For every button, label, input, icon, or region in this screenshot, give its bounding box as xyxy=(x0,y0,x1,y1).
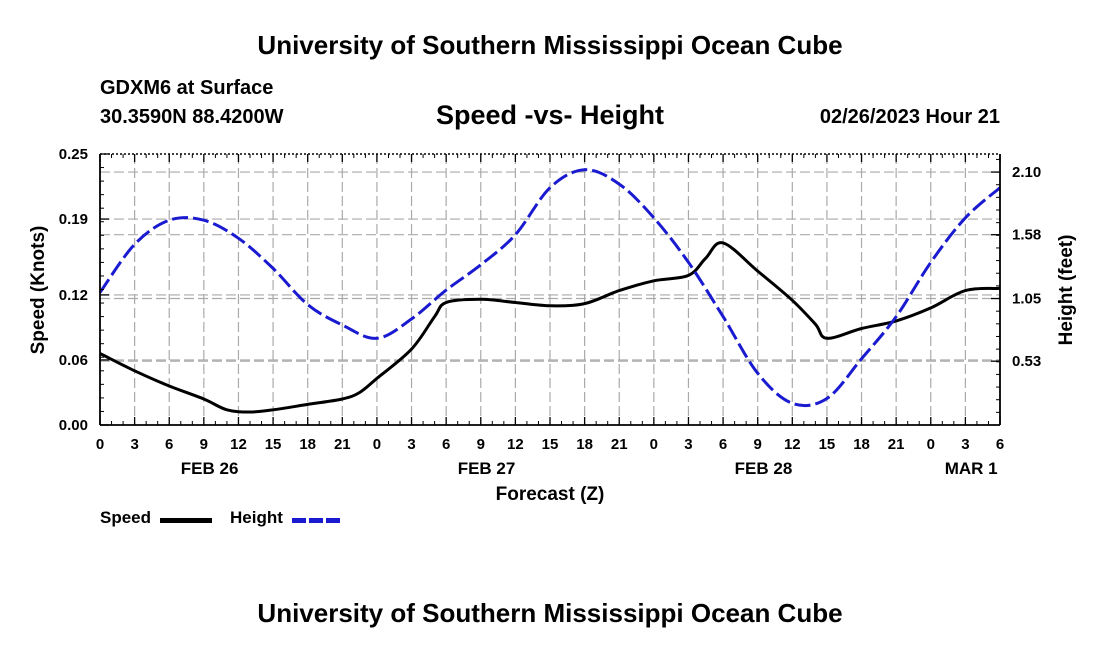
y2-tick-label: 2.10 xyxy=(1012,164,1041,181)
y-tick-label: 0.00 xyxy=(59,417,88,434)
legend-speed-swatch xyxy=(160,518,212,523)
day-label: FEB 28 xyxy=(735,459,793,478)
y2-tick-label: 1.05 xyxy=(1012,291,1041,308)
y2-axis-title: Height (feet) xyxy=(1056,235,1077,346)
y2-tick-label: 0.53 xyxy=(1012,353,1041,370)
x-tick-label: 3 xyxy=(130,436,138,453)
x-tick-label: 15 xyxy=(819,436,836,453)
series-line-speed xyxy=(99,241,1001,414)
grid xyxy=(100,154,1000,425)
x-axis-title: Forecast (Z) xyxy=(496,484,605,505)
x-tick-label: 6 xyxy=(719,436,727,453)
x-tick-label: 12 xyxy=(784,436,801,453)
legend-height-label: Height xyxy=(230,508,283,527)
x-tick-label: 12 xyxy=(230,436,247,453)
y-tick-label: 0.25 xyxy=(59,146,88,163)
series-line-height xyxy=(98,168,1001,408)
day-label: FEB 27 xyxy=(458,459,516,478)
x-tick-label: 6 xyxy=(442,436,450,453)
x-tick-label: 3 xyxy=(407,436,415,453)
y-tick-label: 0.12 xyxy=(59,287,88,304)
footer-title: University of Southern Mississippi Ocean… xyxy=(257,598,843,628)
axes xyxy=(99,153,1001,426)
x-tick-label: 6 xyxy=(165,436,173,453)
x-tick-label: 21 xyxy=(888,436,905,453)
axis-labels: 0 3 6 9 12 15 18 21 0 3 6 9 12 15 18 21 0 3 6 9 12 15 18 21 0 3 6 0… xyxy=(28,146,1077,505)
y-tick-label: 0.19 xyxy=(59,211,88,228)
x-tick-label: 9 xyxy=(477,436,485,453)
chart-title: University of Southern Mississippi Ocean… xyxy=(257,30,843,60)
legend-speed-label: Speed xyxy=(100,508,152,527)
x-tick-label: 9 xyxy=(754,436,762,453)
y2-tick-label: 1.58 xyxy=(1012,227,1041,244)
day-label: FEB 26 xyxy=(181,459,239,478)
x-tick-label: 0 xyxy=(373,436,381,453)
forecast-datetime: 02/26/2023 Hour 21 xyxy=(819,106,1000,128)
coordinates-label: 30.3590N 88.4200W xyxy=(100,106,284,128)
y-tick-label: 0.06 xyxy=(59,352,88,369)
x-tick-label: 9 xyxy=(200,436,208,453)
x-tick-label: 15 xyxy=(542,436,559,453)
chart-subtitle: Speed -vs- Height xyxy=(435,100,665,130)
x-tick-label: 0 xyxy=(927,436,935,453)
x-tick-label: 12 xyxy=(507,436,524,453)
x-tick-label: 0 xyxy=(650,436,658,453)
series-layer xyxy=(98,168,1001,414)
x-tick-label: 18 xyxy=(299,436,316,453)
y-axis-title: Speed (Knots) xyxy=(28,226,49,355)
x-tick-label: 21 xyxy=(334,436,351,453)
x-tick-label: 15 xyxy=(265,436,282,453)
x-tick-label: 6 xyxy=(996,436,1004,453)
x-tick-label: 18 xyxy=(853,436,870,453)
day-label: MAR 1 xyxy=(945,459,998,478)
x-tick-label: 3 xyxy=(684,436,692,453)
legend-height-swatch xyxy=(292,518,342,523)
x-tick-label: 21 xyxy=(611,436,628,453)
station-label: GDXM6 at Surface xyxy=(100,77,274,99)
x-tick-label: 0 xyxy=(96,436,104,453)
x-tick-label: 3 xyxy=(961,436,969,453)
x-tick-label: 18 xyxy=(576,436,593,453)
